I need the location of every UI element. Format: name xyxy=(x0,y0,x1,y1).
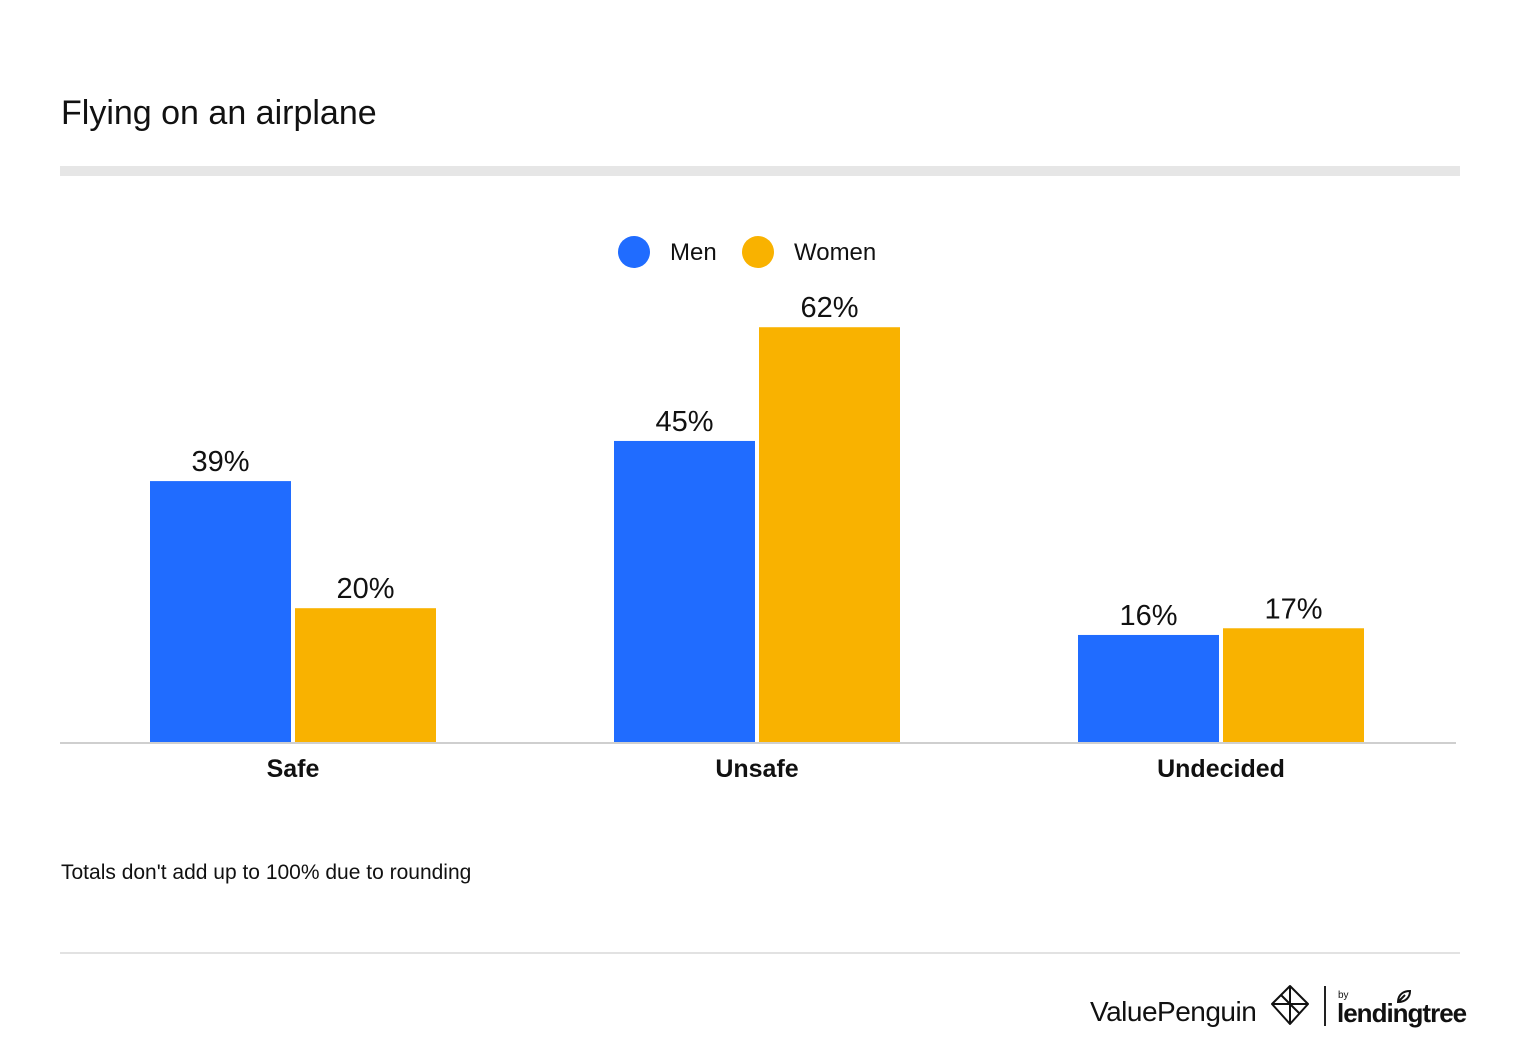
brand-footer: ValuePenguin by lendingtree xyxy=(1090,984,1470,1030)
legend-swatch-men xyxy=(618,236,650,268)
chart-title: Flying on an airplane xyxy=(61,94,377,132)
lendingtree-logo-text: lendingtree xyxy=(1337,998,1467,1028)
x-tick-label-safe: Safe xyxy=(267,755,320,783)
data-label-unsafe-women: 62% xyxy=(800,292,858,324)
bar-undecided-men xyxy=(1078,634,1219,742)
legend-label-men: Men xyxy=(670,239,717,266)
leaf-icon xyxy=(1396,990,1412,1004)
valuepenguin-logo-text: ValuePenguin xyxy=(1090,996,1257,1027)
data-label-safe-men: 39% xyxy=(191,446,249,478)
legend-label-women: Women xyxy=(794,239,876,266)
bar-unsafe-women xyxy=(759,327,900,742)
data-label-undecided-men: 16% xyxy=(1119,600,1177,632)
valuepenguin-logo-icon xyxy=(1271,985,1309,1025)
title-divider xyxy=(60,166,1460,176)
data-label-undecided-women: 17% xyxy=(1264,593,1322,625)
x-tick-label-unsafe: Unsafe xyxy=(715,755,798,783)
bar-chart: Men Women 39% 20% Safe 45% 62% Unsafe 16% 17% Unde… xyxy=(60,236,1456,783)
data-label-unsafe-men: 45% xyxy=(655,406,713,438)
data-label-safe-women: 20% xyxy=(336,573,394,605)
bar-safe-women xyxy=(295,608,436,742)
bar-unsafe-men xyxy=(614,440,755,742)
legend-swatch-women xyxy=(742,236,774,268)
footnote: Totals don't add up to 100% due to round… xyxy=(61,861,472,884)
x-tick-label-undecided: Undecided xyxy=(1157,755,1285,783)
brand-divider xyxy=(1324,986,1326,1026)
bar-safe-men xyxy=(150,481,291,742)
bar-undecided-women xyxy=(1223,628,1364,742)
lendingtree-by-text: by xyxy=(1338,990,1349,1001)
footer-divider xyxy=(60,952,1460,954)
